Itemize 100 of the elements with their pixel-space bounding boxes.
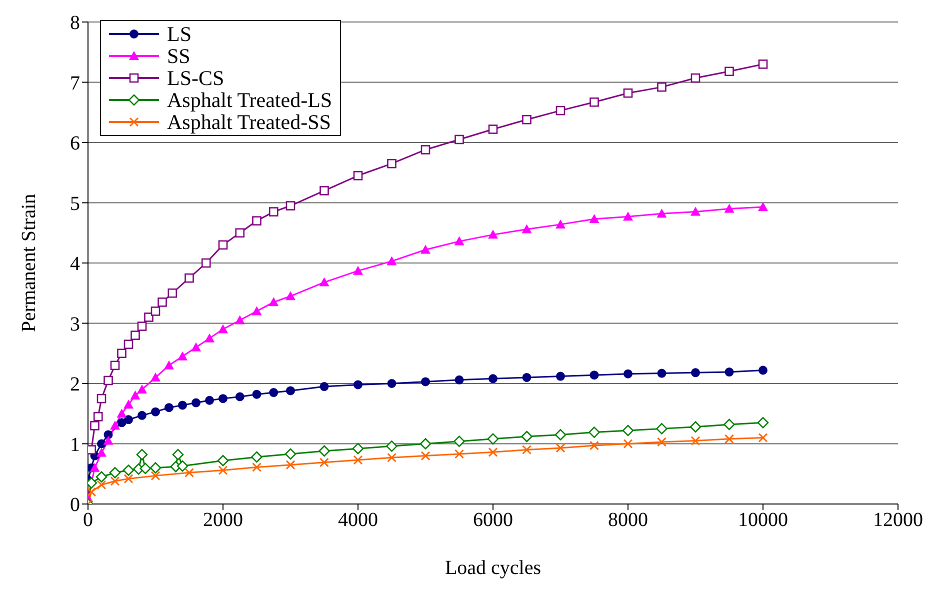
point [758,432,768,442]
point [205,396,214,405]
point [690,436,700,446]
point [252,216,262,226]
point [104,376,113,386]
point [124,474,134,484]
point [110,476,120,486]
point [556,106,566,116]
y-tick-label: 3 [70,313,80,336]
point [386,440,398,452]
point [140,462,152,474]
point [590,97,599,107]
point [724,418,735,430]
y-tick-label: 6 [70,132,80,155]
point [488,447,498,457]
point [124,415,133,424]
point [191,342,201,352]
point [421,377,430,386]
y-tick-label: 5 [70,192,80,215]
point [386,256,397,266]
point [144,312,154,322]
point [656,208,667,218]
point [454,236,464,246]
point [201,258,211,268]
point [757,417,769,428]
legend-label: SS [167,44,190,68]
point [235,228,245,238]
y-tick-label: 2 [70,374,80,396]
point [318,445,330,457]
point [387,158,396,168]
y-axis-title: Permanent Strain [18,194,40,332]
point [130,330,140,340]
point [623,439,633,448]
point [117,348,126,358]
point [235,392,244,402]
point [88,445,96,454]
point [590,370,599,380]
point [252,462,262,472]
x-tick-label: 10000 [738,509,788,532]
point [130,390,140,400]
point [97,439,106,448]
point [588,426,600,438]
y-tick-label: 4 [70,253,80,276]
point [454,134,464,144]
point [150,470,160,480]
point [488,124,498,134]
point [690,206,700,216]
point [758,202,768,211]
point [420,145,430,154]
point [319,277,330,286]
point [268,207,278,216]
point [353,266,363,275]
x-tick-label: 6000 [473,509,513,532]
x-tick-label: 8000 [608,509,648,532]
point [90,421,100,430]
point [454,375,464,384]
x-tick-label: 12000 [873,509,923,532]
y-tick-label: 0 [70,494,80,516]
point [150,306,160,316]
point [286,460,296,470]
point [251,451,262,463]
point [690,421,702,433]
point [88,487,96,497]
point [656,423,668,434]
point [522,114,532,124]
point [690,73,700,83]
point [150,462,162,474]
x-axis-title: Load cycles [444,557,542,579]
point [353,170,363,180]
legend-label: LS-CS [167,66,224,90]
point [320,382,329,392]
point [387,379,396,388]
point [110,360,120,370]
point [454,436,465,447]
point [420,244,430,254]
point [657,368,666,378]
point [758,366,768,375]
point [556,372,565,381]
point [354,380,362,390]
point [320,458,329,468]
point [691,368,700,378]
y-tick-label: 7 [70,72,80,94]
x-tick-label: 2000 [203,509,243,532]
point [268,297,279,306]
point [554,429,566,440]
x-tick-label: 4000 [338,509,378,532]
point [218,394,228,404]
point [138,410,146,420]
point [387,452,396,462]
point [420,438,432,450]
point [286,201,296,210]
point [623,212,633,221]
point [122,464,134,476]
legend-label: LS [167,22,192,46]
point [454,449,464,459]
point [622,424,634,436]
y-tick-label: 8 [70,12,80,34]
point [124,340,134,349]
point [96,394,106,404]
point [218,324,228,334]
